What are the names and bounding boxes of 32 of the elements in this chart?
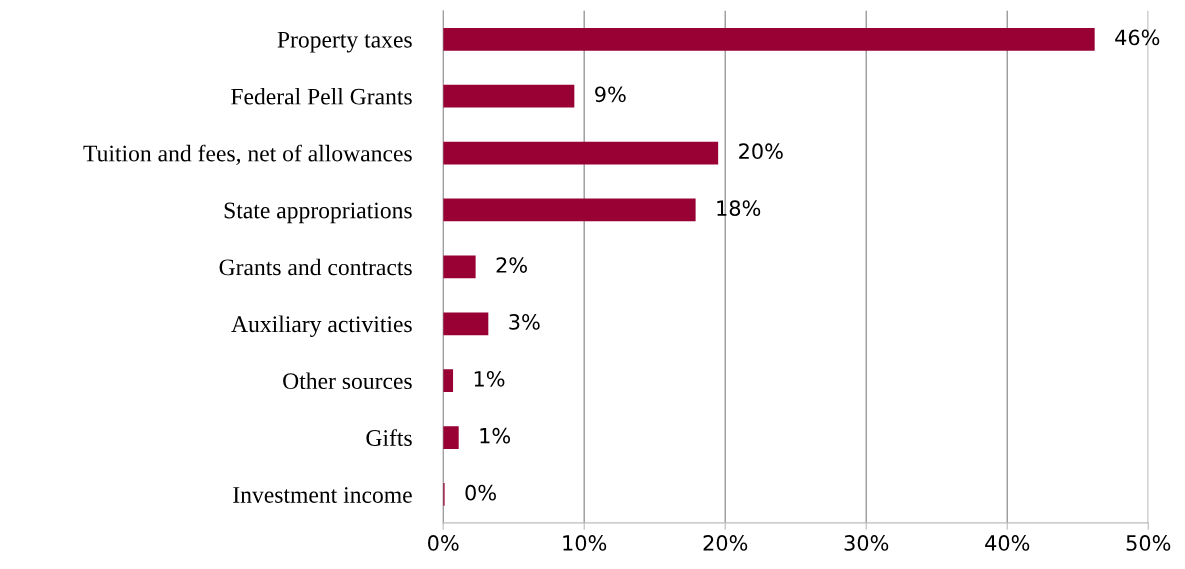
bar	[443, 27, 1095, 51]
data-label: 1%	[474, 370, 505, 387]
bar	[443, 312, 489, 336]
bar	[443, 426, 459, 449]
x-tick-label: 40%	[985, 535, 1030, 551]
data-label: 46%	[1115, 29, 1160, 46]
bar	[443, 141, 719, 165]
y-tick-label: State appropriations	[224, 202, 412, 224]
x-tick-label: 30%	[844, 535, 889, 551]
data-label: 18%	[717, 200, 761, 217]
y-tick-label: Gifts	[366, 429, 412, 446]
y-tick-label: Federal Pell Grants	[231, 87, 412, 105]
data-label: 1%	[480, 427, 511, 444]
y-tick-label: Tuition and fees, net of allowances	[83, 144, 412, 165]
bar	[443, 198, 696, 222]
x-tick-label: 50%	[1126, 535, 1171, 551]
y-tick-label: Property taxes	[277, 31, 412, 53]
bar	[443, 369, 454, 393]
x-tick-label: 0%	[428, 535, 459, 551]
data-label: 20%	[739, 143, 783, 160]
x-tick-label: 20%	[703, 535, 748, 551]
x-tick-label: 10%	[563, 535, 607, 551]
bar	[443, 255, 476, 279]
data-label: 0%	[465, 484, 496, 501]
data-label: 9%	[595, 86, 626, 103]
data-label: 3%	[509, 314, 540, 330]
y-tick-label: Other sources	[283, 372, 412, 390]
y-tick-label: Investment income	[233, 487, 412, 503]
bar	[443, 84, 575, 108]
y-tick-label: Auxiliary activities	[231, 315, 412, 338]
y-tick-label: Grants and contracts	[219, 258, 412, 276]
data-label: 2%	[496, 257, 527, 273]
